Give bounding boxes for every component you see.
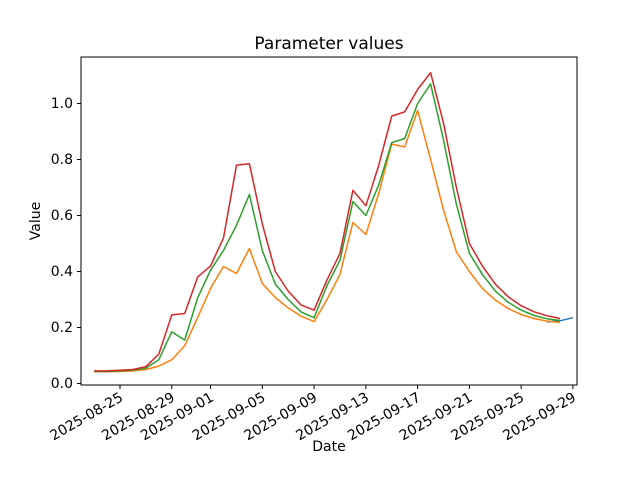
x-axis-label: Date — [312, 439, 346, 455]
y-tick-label: 1.0 — [51, 96, 73, 112]
chart-title: Parameter values — [254, 34, 404, 54]
axes-frame — [80, 56, 578, 386]
y-tick-label: 0.6 — [51, 208, 73, 224]
y-tick-label: 0.4 — [51, 264, 73, 280]
series-green-line — [94, 83, 561, 373]
series-orange-line — [94, 109, 561, 373]
series-red-line — [94, 71, 561, 372]
y-tick-label: 0.8 — [51, 152, 73, 168]
y-tick-label: 0.0 — [51, 376, 73, 392]
y-tick-label: 0.2 — [51, 320, 73, 336]
